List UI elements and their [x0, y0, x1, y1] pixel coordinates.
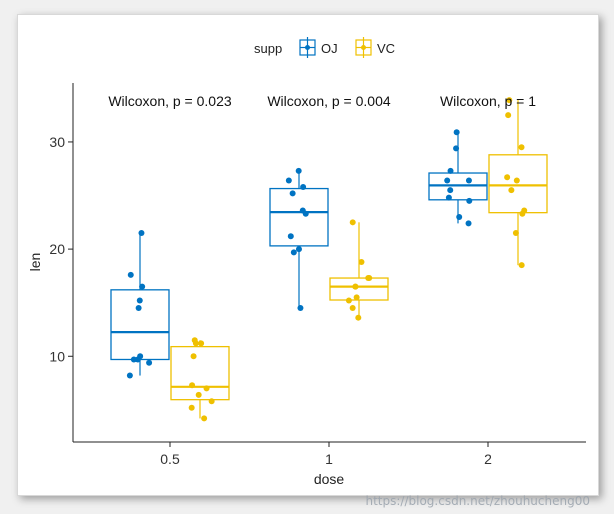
data-point-vc — [355, 314, 362, 321]
data-point-oj — [299, 207, 306, 214]
data-point-vc — [189, 382, 196, 389]
data-point-oj — [300, 183, 307, 190]
data-point-oj — [126, 372, 133, 379]
legend-title: supp — [254, 41, 282, 56]
data-point-vc — [349, 305, 356, 312]
boxplots — [110, 100, 548, 419]
data-point-vc — [195, 391, 202, 398]
legend-label: OJ — [321, 41, 338, 56]
data-point-vc — [506, 97, 513, 104]
y-tick-label: 10 — [49, 348, 65, 364]
data-point-oj — [466, 197, 473, 204]
legend-entry-oj: OJ — [299, 37, 338, 58]
data-point-vc — [508, 187, 515, 194]
data-point-vc — [349, 219, 356, 226]
data-point-vc — [352, 283, 359, 290]
data-point-oj — [134, 356, 141, 363]
annotations: Wilcoxon, p = 0.023 Wilcoxon, p = 0.004 Wi… — [108, 93, 536, 109]
box-body — [170, 345, 230, 401]
data-point-vc — [513, 177, 520, 184]
data-point-oj — [447, 187, 454, 194]
data-point-oj — [289, 190, 296, 197]
legend-key-point — [361, 45, 366, 50]
data-point-oj — [453, 145, 460, 152]
data-point-oj — [127, 271, 134, 278]
data-point-vc — [518, 144, 525, 151]
data-point-oj — [465, 177, 472, 184]
data-point-oj — [297, 305, 304, 312]
chart-card — [17, 14, 599, 496]
data-point-oj — [444, 177, 451, 184]
data-point-vc — [358, 258, 365, 265]
legend-key-point — [305, 45, 310, 50]
data-point-oj — [295, 246, 302, 253]
y-tick-label: 20 — [49, 241, 65, 257]
data-point-vc — [365, 275, 372, 282]
data-point-oj — [138, 230, 145, 237]
data-point-vc — [345, 297, 352, 304]
box-body — [329, 277, 389, 301]
data-point-vc — [208, 398, 215, 405]
data-point-oj — [285, 177, 292, 184]
data-point-vc — [203, 385, 210, 392]
legend: supp OJ VC — [254, 37, 395, 58]
wilcoxon-annotation: Wilcoxon, p = 0.023 — [108, 93, 232, 109]
box-vc-0.5 — [170, 340, 230, 419]
data-point-oj — [445, 194, 452, 201]
y-axis-label: len — [27, 253, 43, 272]
box-oj-1 — [269, 170, 329, 309]
box-oj-2 — [428, 132, 488, 224]
legend-entry-vc: VC — [355, 37, 395, 58]
wilcoxon-annotation: Wilcoxon, p = 1 — [440, 93, 536, 109]
data-point-oj — [456, 213, 463, 220]
data-point-vc — [190, 353, 197, 360]
data-point-vc — [201, 415, 208, 422]
box-vc-2 — [488, 100, 548, 266]
x-tick-label: 1 — [325, 451, 333, 467]
wilcoxon-annotation: Wilcoxon, p = 0.004 — [267, 93, 391, 109]
data-point-vc — [188, 404, 195, 411]
data-point-oj — [135, 305, 142, 312]
x-tick-label: 0.5 — [160, 451, 180, 467]
data-point-oj — [287, 233, 294, 240]
data-point-oj — [136, 297, 143, 304]
box-body — [269, 187, 329, 247]
box-body — [488, 154, 548, 214]
data-point-oj — [453, 129, 460, 136]
watermark: https://blog.csdn.net/zhouhucheng00 — [365, 494, 590, 508]
data-point-vc — [519, 210, 526, 217]
data-point-oj — [139, 283, 146, 290]
data-point-oj — [295, 167, 302, 174]
data-point-oj — [447, 167, 454, 174]
x-axis-label: dose — [314, 471, 345, 487]
y-tick-label: 30 — [49, 134, 65, 150]
data-point-vc — [505, 112, 512, 119]
data-points — [126, 97, 528, 422]
data-point-vc — [518, 262, 525, 269]
data-point-oj — [146, 359, 153, 366]
data-point-vc — [198, 340, 205, 347]
x-tick-label: 2 — [484, 451, 492, 467]
data-point-vc — [353, 294, 360, 301]
data-point-oj — [290, 249, 297, 256]
box-vc-1 — [329, 222, 389, 318]
data-point-oj — [465, 220, 472, 227]
axes: 10 20 30 0.5 1 2 — [49, 83, 586, 467]
legend-label: VC — [377, 41, 395, 56]
data-point-vc — [512, 230, 519, 237]
data-point-vc — [192, 340, 199, 347]
data-point-vc — [504, 174, 511, 181]
